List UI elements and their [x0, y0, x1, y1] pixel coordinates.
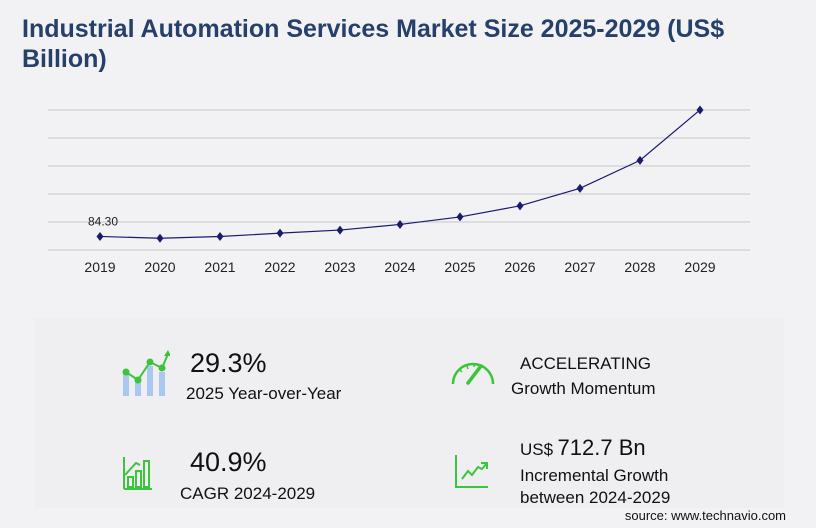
momentum-label: Growth Momentum — [511, 379, 656, 398]
x-tick-label: 2024 — [384, 259, 415, 275]
speedometer-icon — [451, 362, 495, 385]
series-line — [99, 109, 701, 239]
x-tick-label: 2028 — [624, 259, 655, 275]
incremental-value: US$ 712.7 Bn — [520, 435, 646, 461]
cagr-label: CAGR 2024-2029 — [180, 484, 316, 503]
data-point — [456, 212, 464, 222]
data-point — [396, 219, 404, 229]
data-label: 84.30 — [88, 214, 118, 228]
x-tick-label: 2029 — [684, 259, 715, 275]
x-tick-label: 2021 — [204, 259, 235, 275]
trend-up-icon — [455, 455, 488, 488]
data-point — [336, 225, 344, 235]
yoy-label: 2025 Year-over-Year — [186, 384, 342, 403]
source-note: source: www.technavio.com — [624, 508, 786, 523]
data-point — [576, 183, 584, 193]
data-point — [636, 155, 644, 165]
line-chart: 2019 84.30 2020 2021 2022 2023 2024 2025 2026 202… — [48, 105, 750, 275]
growth-chart-icon — [122, 350, 170, 396]
incremental-amount: 712.7 Bn — [557, 435, 646, 460]
x-tick-label: 2026 — [504, 259, 535, 275]
x-tick-label: 2019 — [84, 259, 115, 275]
data-point — [216, 232, 224, 242]
momentum-value: ACCELERATING — [520, 354, 651, 373]
x-tick-label: 2020 — [144, 259, 175, 275]
data-point — [516, 201, 524, 211]
data-point — [156, 233, 164, 243]
x-tick-label: 2027 — [564, 259, 595, 275]
currency-prefix: US$ — [520, 440, 554, 459]
yoy-value: 29.3% — [190, 348, 267, 378]
bar-growth-icon — [123, 457, 152, 490]
incremental-label-2: between 2024-2029 — [520, 488, 671, 507]
data-point — [276, 228, 284, 238]
incremental-label-1: Incremental Growth — [520, 466, 669, 485]
x-tick-label: 2022 — [264, 259, 295, 275]
data-point — [696, 105, 704, 115]
data-point — [96, 231, 104, 241]
stats-panel — [34, 318, 784, 508]
x-tick-label: 2025 — [444, 259, 475, 275]
cagr-value: 40.9% — [190, 447, 267, 477]
chart-title: Industrial Automation Services Market Si… — [22, 15, 725, 73]
x-tick-label: 2023 — [324, 259, 355, 275]
